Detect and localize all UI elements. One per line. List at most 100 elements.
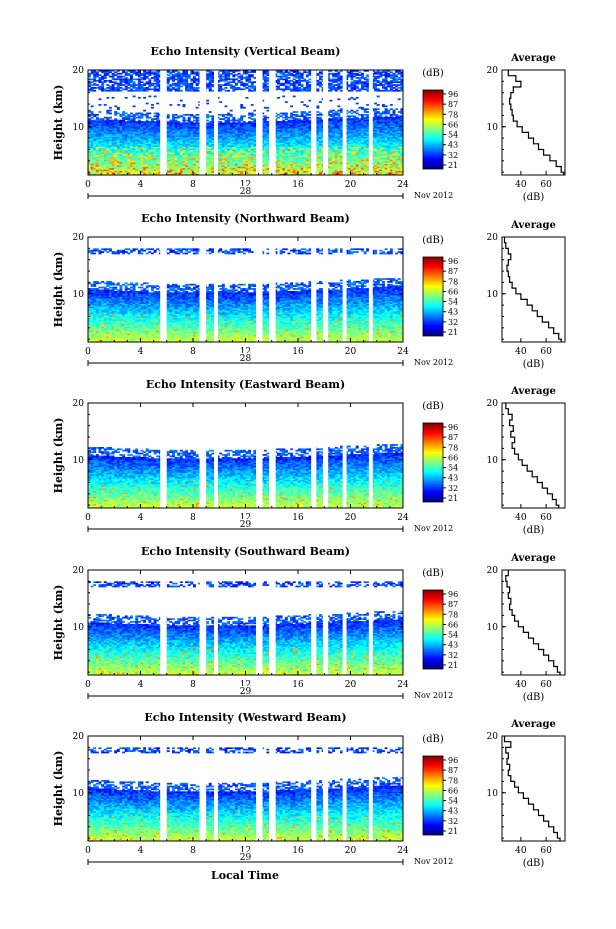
y-axis-label: Height (km): [52, 585, 65, 661]
data-gap-5: [311, 736, 317, 841]
data-gap-0: [160, 237, 167, 342]
average-profile-point: [507, 569, 509, 571]
data-gap-8: [368, 70, 373, 175]
average-y-tick-label: 20: [487, 233, 499, 243]
data-gap-4: [269, 237, 276, 342]
echo-heatmap: [88, 403, 403, 508]
beam-panel-0: Echo Intensity (Vertical Beam) 0 4 8 12 16 20 2…: [52, 45, 566, 203]
average-profile-point: [510, 597, 512, 600]
x-tick-label: 20: [345, 180, 357, 190]
colorbar-tick-label: 96: [448, 257, 458, 266]
data-gap-2: [214, 70, 218, 175]
average-x-label: (dB): [523, 858, 545, 869]
average-profile-point: [510, 741, 512, 743]
y-tick-label: 10: [73, 623, 85, 633]
average-profile-point: [511, 609, 513, 611]
average-profile-point: [548, 820, 550, 822]
average-profile-point: [522, 626, 525, 628]
x-axis-label: Local Time: [211, 869, 279, 882]
average-profile-point: [506, 264, 508, 266]
data-gap-6: [322, 570, 329, 675]
colorbar-tick-label: 66: [448, 287, 458, 296]
data-gap-6: [322, 403, 329, 508]
date-suffix: Nov 2012: [414, 191, 453, 200]
x-tick-label: 24: [397, 680, 409, 690]
average-profile-point: [510, 430, 512, 432]
average-x-tick-label: 40: [515, 680, 527, 690]
colorbar-tick-label: 87: [448, 600, 458, 609]
y-tick-label: 20: [73, 566, 85, 576]
average-profile-point: [531, 304, 533, 306]
colorbar-tick-label: 43: [448, 308, 458, 317]
average-x-tick-label: 60: [540, 347, 552, 357]
average-profile-point: [522, 792, 525, 794]
colorbar-tick-label: 21: [448, 161, 458, 170]
x-tick-label: 16: [292, 347, 304, 357]
x-tick-label: 4: [138, 180, 144, 190]
average-profile-point: [526, 464, 528, 466]
average-profile-point: [507, 592, 509, 594]
colorbar: [422, 89, 444, 170]
average-frame: [501, 69, 566, 176]
average-profile-point: [507, 769, 509, 771]
x-tick-label: 8: [190, 513, 196, 523]
average-profile-point: [505, 242, 507, 244]
y-tick-label: 20: [73, 233, 85, 243]
average-profile-point: [541, 481, 543, 484]
average-profile-point: [516, 120, 518, 122]
data-gap-3: [256, 237, 263, 342]
average-x-tick-label: 40: [515, 180, 527, 190]
average-profile-point: [556, 665, 559, 668]
average-profile-point: [558, 332, 560, 335]
x-tick-label: 24: [397, 347, 409, 357]
x-tick-label: 24: [397, 513, 409, 523]
average-profile-point: [514, 780, 516, 783]
average-y-tick-label: 10: [487, 789, 499, 799]
average-y-tick-label: 10: [487, 456, 499, 466]
average-y-tick-label: 20: [487, 66, 499, 76]
colorbar-tick-label: 32: [448, 651, 458, 660]
data-gap-7: [342, 70, 347, 175]
x-tick-label: 16: [292, 680, 304, 690]
average-profile-point: [549, 154, 551, 156]
colorbar: [422, 422, 444, 503]
average-profile-point: [520, 80, 522, 82]
average-profile-point: [520, 293, 522, 295]
average-profile-point: [517, 453, 520, 455]
colorbar-tick-label: 54: [448, 631, 458, 640]
average-profile-point: [507, 752, 509, 754]
average-profile-point: [514, 447, 516, 449]
colorbar-tick-label: 87: [448, 267, 458, 276]
data-gap-4: [269, 570, 276, 675]
data-gap-6: [322, 70, 329, 175]
average-profile-point: [507, 270, 509, 272]
average-title: Average: [510, 386, 556, 397]
colorbar-tick-label: 54: [448, 131, 458, 140]
x-tick-label: 8: [190, 680, 196, 690]
average-profile-point: [510, 92, 512, 94]
colorbar-tick-label: 96: [448, 423, 458, 432]
average-profile-point: [548, 654, 550, 656]
average-profile-point: [532, 137, 535, 139]
colorbar-tick-label: 54: [448, 464, 458, 473]
data-gap-5: [311, 70, 317, 175]
average-profile-point: [537, 143, 540, 145]
beam-panel-1: Echo Intensity (Northward Beam) 0 4 8 12 16 20…: [52, 212, 566, 370]
colorbar-tick-label: 66: [448, 786, 458, 795]
average-profile-point: [507, 408, 509, 410]
average-profile-point: [511, 442, 513, 444]
average-x-tick-label: 60: [540, 680, 552, 690]
colorbar-tick-label: 66: [448, 620, 458, 629]
colorbar-tick-label: 66: [448, 453, 458, 462]
x-tick-label: 24: [397, 180, 409, 190]
data-gap-7: [342, 403, 347, 508]
data-gap-1: [199, 736, 207, 841]
x-tick-label: 4: [138, 513, 144, 523]
y-tick-label: 10: [73, 789, 85, 799]
colorbar-tick-label: 43: [448, 641, 458, 650]
echo-heatmap: [88, 70, 403, 175]
average-y-tick-label: 10: [487, 123, 499, 133]
colorbar-tick-label: 32: [448, 151, 458, 160]
data-gap-2: [214, 237, 218, 342]
beam-panel-3: Echo Intensity (Southward Beam) 0 4 8 12 16 20…: [52, 545, 566, 703]
